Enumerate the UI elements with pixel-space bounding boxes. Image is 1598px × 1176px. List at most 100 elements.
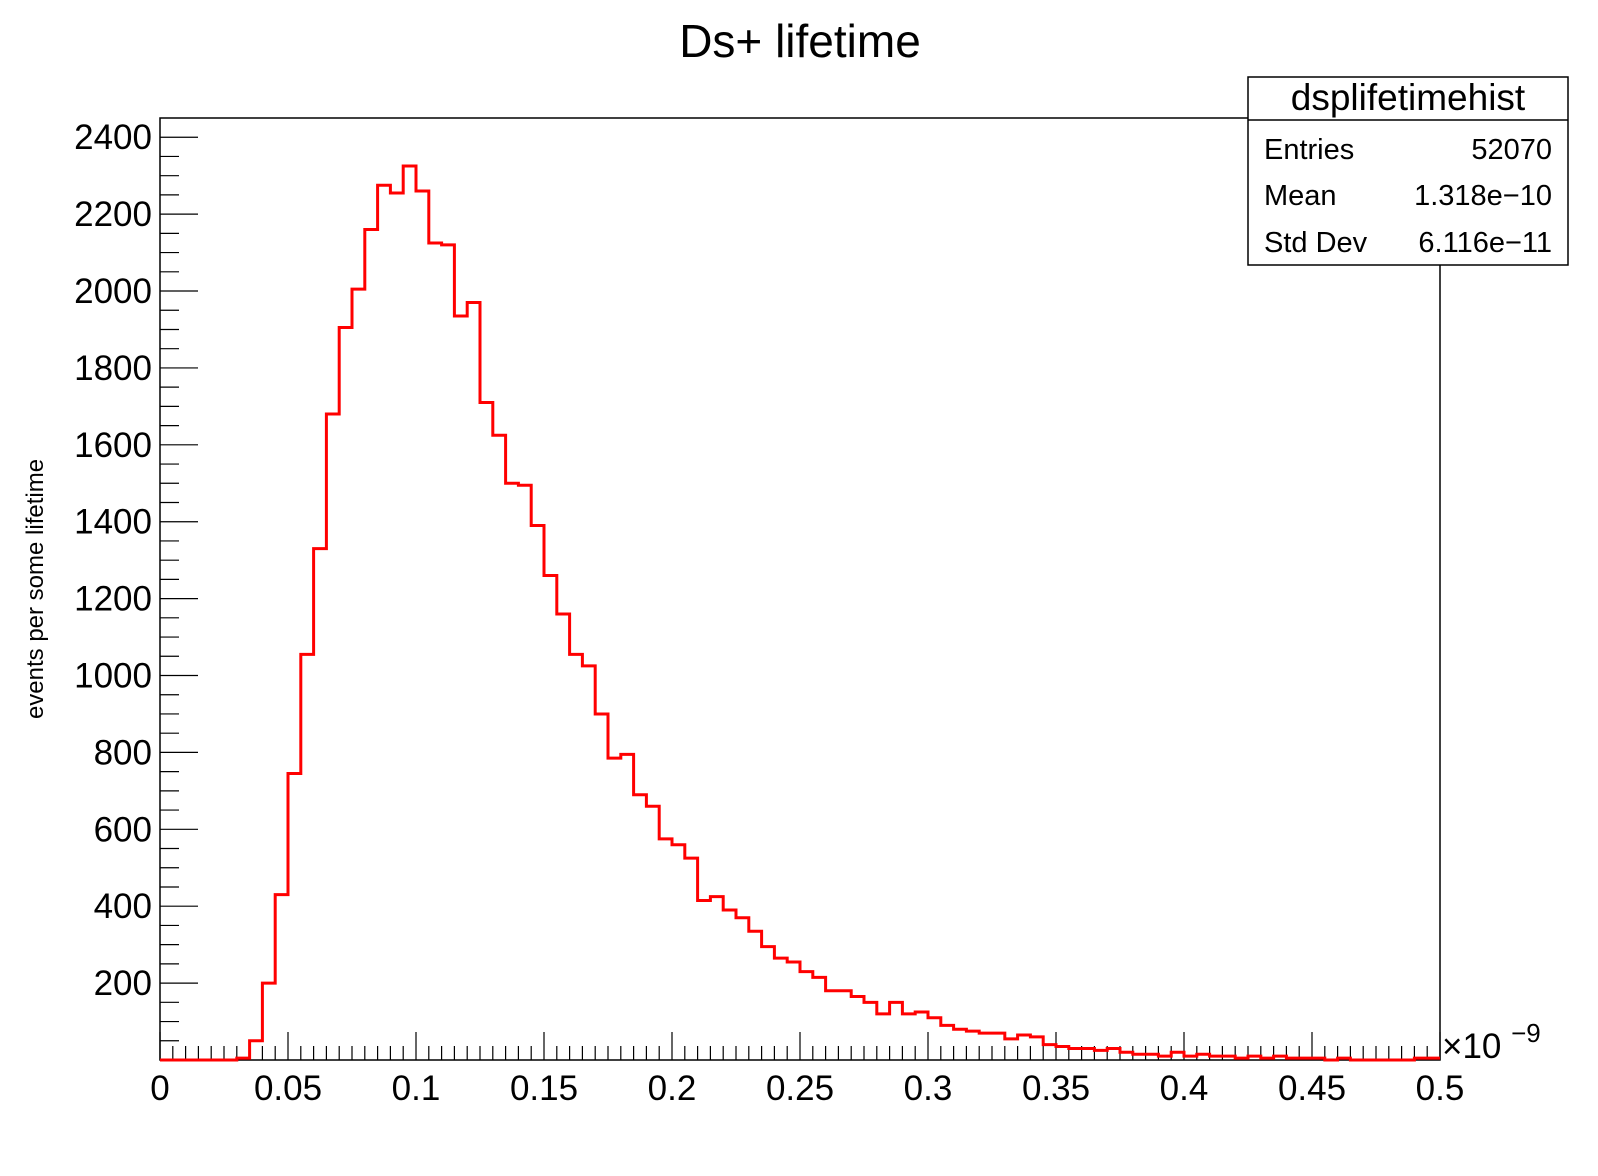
histogram-bin: [1107, 1048, 1120, 1060]
histogram-bin: [736, 918, 749, 1060]
stats-stddev-value: 6.116e−11: [1418, 227, 1552, 259]
histogram-bin: [1184, 1056, 1197, 1060]
histogram-bin: [301, 654, 314, 1060]
histogram-bin: [454, 316, 467, 1060]
histogram-bin: [1197, 1054, 1210, 1060]
chart-title: Ds+ lifetime: [679, 15, 921, 67]
histogram-bin: [250, 1041, 263, 1060]
stats-box-title: dsplifetimehist: [1291, 77, 1526, 118]
histogram-bin: [672, 845, 685, 1060]
x-tick-label: 0: [150, 1069, 169, 1108]
histogram-bin: [800, 972, 813, 1060]
histogram-bin: [557, 614, 570, 1060]
histogram-bin: [723, 910, 736, 1060]
histogram-bin: [390, 193, 403, 1060]
histogram-bin: [928, 1018, 941, 1060]
y-tick-label: 800: [94, 733, 152, 772]
histogram-bin: [288, 774, 301, 1060]
histogram-bin: [941, 1025, 954, 1060]
histogram-bin: [403, 166, 416, 1060]
histogram-bin: [1082, 1048, 1095, 1060]
x-tick-label: 0.25: [766, 1069, 834, 1108]
histogram-bin: [339, 328, 352, 1060]
histogram-bin: [621, 754, 634, 1060]
histogram-bin: [493, 435, 506, 1060]
histogram-bin: [954, 1029, 967, 1060]
histogram-bin: [1146, 1054, 1159, 1060]
y-axis: 200 400 600 800 1000 1200 1400 1600 1800 2000 2200…: [74, 118, 198, 1042]
histogram-bin: [570, 654, 583, 1060]
x-axis-multiplier-base: ×10: [1442, 1027, 1501, 1066]
histogram-bin: [915, 1012, 928, 1060]
histogram-bin: [237, 1058, 250, 1060]
histogram-bin: [826, 991, 839, 1060]
histogram-bin: [1222, 1056, 1235, 1060]
histogram-bin: [544, 576, 557, 1060]
histogram-bin: [749, 931, 762, 1060]
histogram-bin: [1018, 1035, 1031, 1060]
histogram-bin: [1043, 1045, 1056, 1060]
histogram-bin: [813, 977, 826, 1060]
x-tick-label: 0.3: [904, 1069, 953, 1108]
histogram-bin: [595, 714, 608, 1060]
histogram-bin: [1261, 1058, 1274, 1060]
histogram-bin: [1286, 1058, 1299, 1060]
histogram-bin: [1005, 1039, 1018, 1060]
y-tick-label: 200: [94, 964, 152, 1003]
x-tick-label: 0.1: [392, 1069, 441, 1108]
histogram-bin: [710, 897, 723, 1060]
histogram-series: [160, 164, 1440, 1062]
x-tick-label: 0.05: [254, 1069, 322, 1108]
histogram-bin: [838, 991, 851, 1060]
x-tick-label: 0.4: [1160, 1069, 1209, 1108]
histogram-bin: [1235, 1058, 1248, 1060]
stats-box: dsplifetimehist Entries 52070 Mean 1.318…: [1247, 76, 1569, 266]
histogram-bin: [1414, 1058, 1427, 1060]
histogram-bin: [480, 403, 493, 1060]
x-axis-multiplier-exponent: −9: [1511, 1018, 1541, 1048]
y-tick-label: 1800: [74, 349, 152, 388]
x-axis: 0 0.05 0.1 0.15 0.2 0.25 0.3 0.35 0.4 0.45 0.5: [150, 1032, 1464, 1108]
histogram-bin: [877, 1014, 890, 1060]
histogram-bin: [890, 1002, 903, 1060]
stats-stddev-label: Std Dev: [1264, 227, 1368, 259]
histogram-bin: [518, 485, 531, 1060]
histogram-bin: [634, 795, 647, 1060]
histogram-bin: [531, 526, 544, 1060]
y-axis-label: events per some lifetime: [22, 459, 49, 719]
y-tick-label: 1400: [74, 503, 152, 542]
histogram-bin: [314, 549, 327, 1060]
histogram-bin: [1133, 1054, 1146, 1060]
histogram-bin: [1030, 1037, 1043, 1060]
histogram-bin: [979, 1033, 992, 1060]
histogram-step-line: [160, 164, 1440, 1062]
histogram-bin: [698, 900, 711, 1060]
x-tick-label: 0.5: [1416, 1069, 1465, 1108]
histogram-bin: [1312, 1058, 1325, 1060]
histogram-bin: [442, 245, 455, 1060]
histogram-bin: [262, 983, 275, 1060]
y-tick-label: 400: [94, 887, 152, 926]
histogram-bin: [275, 895, 288, 1060]
histogram-bin: [1094, 1050, 1107, 1060]
stats-entries-value: 52070: [1471, 134, 1552, 166]
stats-box-frame: [1247, 76, 1569, 266]
histogram-bin: [902, 1014, 915, 1060]
histogram-bin: [774, 958, 787, 1060]
histogram-bin: [1299, 1058, 1312, 1060]
histogram-bin: [685, 858, 698, 1060]
histogram-bin: [352, 289, 365, 1060]
histogram-bin: [608, 758, 621, 1060]
histogram-bin: [1171, 1052, 1184, 1060]
stats-mean-label: Mean: [1264, 180, 1337, 212]
y-tick-label: 600: [94, 810, 152, 849]
histogram-bin: [429, 243, 442, 1060]
histogram-bin: [787, 962, 800, 1060]
histogram-bin: [1274, 1056, 1287, 1060]
histogram-bin: [1248, 1056, 1261, 1060]
histogram-bin: [851, 997, 864, 1060]
histogram-bin: [1427, 1058, 1440, 1060]
y-tick-label: 1600: [74, 426, 152, 465]
y-tick-label: 2000: [74, 272, 152, 311]
